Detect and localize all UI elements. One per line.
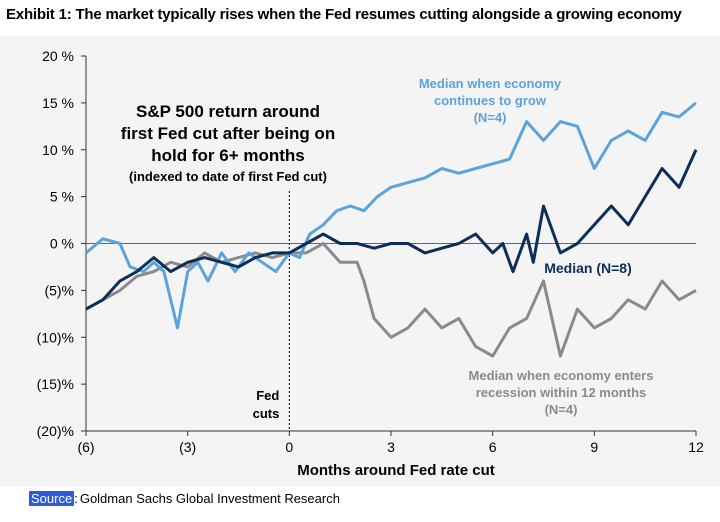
chart-title-line: hold for 6+ months — [151, 146, 304, 165]
series-label-recession: Median when economy enters — [469, 368, 654, 383]
series-line-median — [85, 149, 698, 311]
source-separator: : — [74, 491, 78, 506]
exhibit-title: Exhibit 1: The market typically rises wh… — [6, 6, 682, 23]
x-tick-label: 9 — [590, 439, 598, 455]
x-tick-label: 3 — [387, 439, 395, 455]
series-label-recession: (N=4) — [545, 402, 578, 417]
x-tick-label: (3) — [179, 439, 196, 455]
x-tick-label: 12 — [688, 439, 704, 455]
series-label-growth: (N=4) — [474, 110, 507, 125]
y-tick-label: (15)% — [37, 376, 74, 392]
series-label-growth: continues to grow — [434, 93, 547, 108]
y-tick-label: 20 % — [42, 48, 74, 64]
x-tick-label: 0 — [285, 439, 293, 455]
series-label-recession: recession within 12 months — [476, 385, 647, 400]
x-tick-label: (6) — [77, 439, 94, 455]
source-label: Source — [29, 491, 75, 506]
x-tick-label: 6 — [489, 439, 497, 455]
y-tick-label: (20)% — [37, 423, 74, 439]
y-tick-label: 15 % — [42, 95, 74, 111]
x-axis-label: Months around Fed rate cut — [297, 462, 495, 479]
y-tick-label: 0 % — [50, 236, 74, 252]
y-tick-label: 5 % — [50, 189, 74, 205]
y-tick-label: (5)% — [44, 282, 74, 298]
line-chart: Fed cuts 20 % 15 % 10 % 5 % 0 % (5)% (10)% (15)% (… — [37, 48, 704, 479]
source-text: Goldman Sachs Global Investment Research — [79, 491, 340, 506]
chart-subtitle: (indexed to date of first Fed cut) — [129, 169, 327, 184]
series-line-growth — [85, 101, 697, 330]
fed-cut-label: cuts — [253, 406, 280, 421]
chart-title-line: first Fed cut after being on — [121, 124, 335, 143]
y-tick-label: 10 % — [42, 142, 74, 158]
source-line: Source: Goldman Sachs Global Investment R… — [29, 491, 340, 506]
plot-area: Fed cuts 20 % 15 % 10 % 5 % 0 % (5)% (10)% (15)% (… — [0, 36, 720, 486]
chart-title-line: S&P 500 return around — [136, 102, 320, 121]
series-line-recession — [85, 242, 697, 358]
series-label-growth: Median when economy — [419, 76, 562, 91]
series-label-median: Median (N=8) — [544, 260, 632, 276]
y-tick-label: (10)% — [37, 329, 74, 345]
fed-cut-label: Fed — [256, 388, 279, 403]
